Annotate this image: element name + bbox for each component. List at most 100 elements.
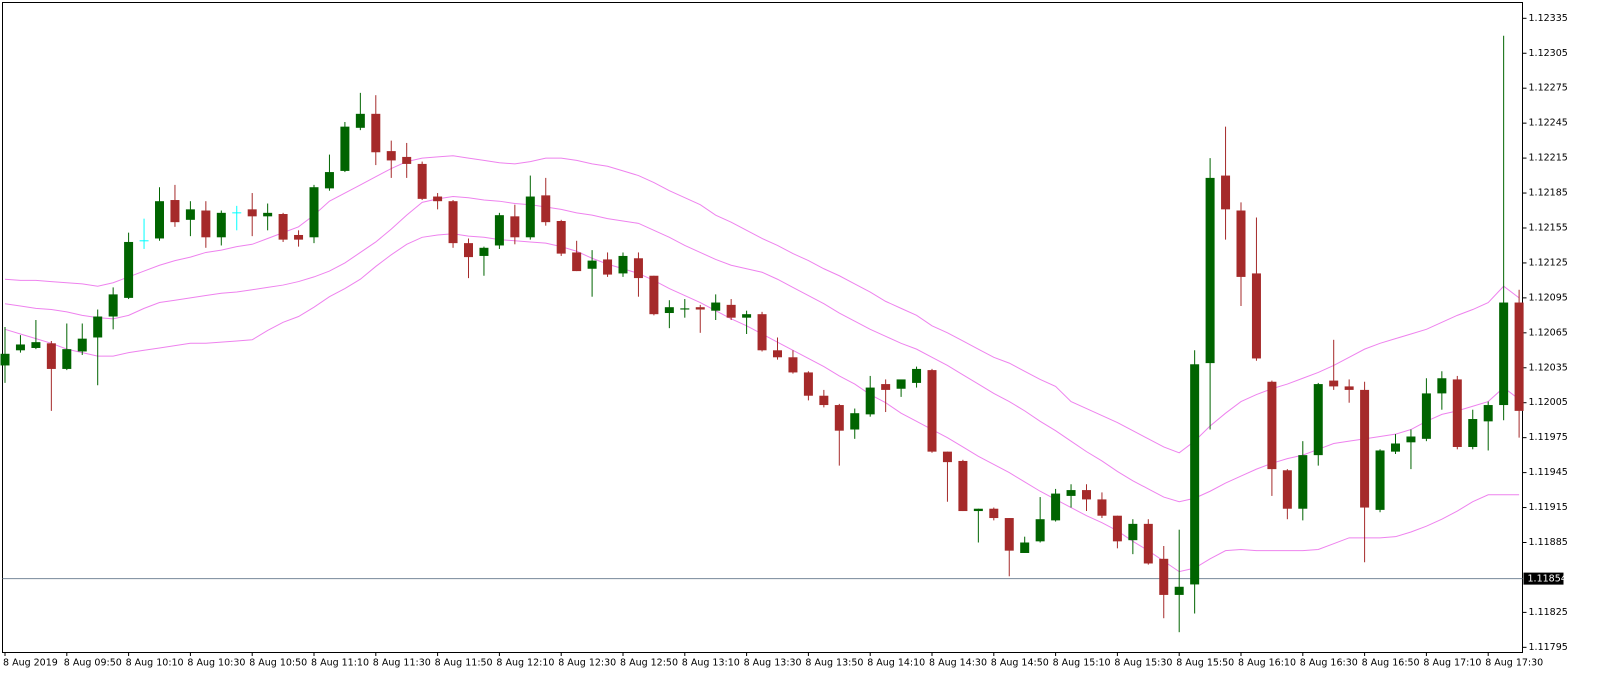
- candle-body: [1051, 493, 1061, 521]
- candle-body: [525, 196, 535, 238]
- candle-body: [1236, 210, 1246, 277]
- x-tick-label: 8 Aug 10:50: [249, 658, 307, 669]
- candle-body: [355, 113, 365, 128]
- candle-body: [942, 451, 952, 463]
- candle-body: [1221, 175, 1231, 210]
- candle-body: [155, 201, 164, 239]
- x-tick-label: 8 Aug 10:10: [126, 658, 184, 669]
- candle-body: [973, 508, 983, 512]
- candle-body: [618, 255, 628, 274]
- candle-body: [46, 343, 56, 369]
- candle-body: [989, 508, 999, 519]
- candle-body: [1128, 523, 1138, 541]
- candle-body: [1468, 419, 1478, 447]
- x-tick-label: 8 Aug 2019: [3, 658, 58, 669]
- candle-body: [541, 195, 551, 223]
- price-label-box: [1523, 572, 1564, 585]
- candle-body: [216, 212, 226, 238]
- candle-body: [448, 201, 458, 244]
- candle-body: [958, 460, 968, 512]
- x-tick-label: 8 Aug 14:30: [929, 658, 987, 669]
- x-tick-label: 8 Aug 12:10: [496, 658, 554, 669]
- candle-body: [556, 220, 566, 254]
- band-line: [4, 155, 1520, 454]
- candle-body: [93, 316, 103, 338]
- x-tick-label: 8 Aug 14:10: [867, 658, 925, 669]
- candle-body: [309, 187, 319, 238]
- candle-body: [185, 209, 195, 220]
- candle-body: [1329, 380, 1339, 387]
- y-tick-label: 1.12065: [1529, 327, 1568, 338]
- y-tick-label: 1.12245: [1529, 118, 1568, 129]
- y-tick-label: 1.12005: [1529, 397, 1568, 408]
- x-tick-label: 8 Aug 12:30: [558, 658, 616, 669]
- candle-body: [108, 294, 118, 317]
- candle-body: [124, 241, 134, 298]
- candle-body: [896, 379, 906, 389]
- y-tick-label: 1.11945: [1529, 467, 1568, 478]
- x-tick-label: 8 Aug 13:50: [805, 658, 863, 669]
- candle-body: [1452, 379, 1462, 447]
- candle-body: [1437, 378, 1447, 394]
- y-tick-label: 1.11795: [1529, 642, 1568, 653]
- candle-body: [819, 395, 829, 406]
- candle-body: [695, 307, 705, 310]
- candle-body: [1298, 455, 1308, 509]
- candle-body: [1375, 450, 1385, 510]
- candle-body: [417, 163, 427, 199]
- candle-body: [464, 243, 473, 258]
- candle-body: [865, 387, 875, 415]
- candle-body: [1159, 558, 1169, 595]
- candle-body: [62, 349, 72, 369]
- candle-body: [850, 413, 860, 430]
- candle-body: [927, 370, 937, 452]
- y-tick-label: 1.12155: [1529, 222, 1568, 233]
- x-tick-label: 8 Aug 11:30: [373, 658, 431, 669]
- x-tick-label: 8 Aug 17:10: [1423, 658, 1481, 669]
- candle-body: [912, 368, 922, 383]
- x-tick-label: 8 Aug 14:50: [991, 658, 1049, 669]
- candle-body: [649, 275, 659, 315]
- candle-body: [603, 259, 613, 275]
- x-tick-label: 8 Aug 10:30: [187, 658, 245, 669]
- x-tick-label: 8 Aug 12:50: [620, 658, 678, 669]
- candle-body: [757, 314, 767, 351]
- candle-body: [633, 258, 643, 279]
- y-tick-label: 1.12035: [1529, 362, 1568, 373]
- candle-body: [1097, 499, 1107, 516]
- candle-body: [742, 314, 752, 318]
- candle-body: [170, 200, 180, 223]
- candle-body: [1251, 273, 1261, 359]
- candle-body: [201, 210, 211, 238]
- y-tick-label: 1.12125: [1529, 257, 1568, 268]
- candle-body: [1406, 436, 1416, 443]
- x-tick-label: 8 Aug 16:50: [1362, 658, 1420, 669]
- y-tick-label: 1.12335: [1529, 13, 1568, 24]
- candle-body: [1313, 384, 1323, 456]
- candle-body: [1066, 490, 1076, 496]
- candle-body: [834, 405, 844, 431]
- candle-body: [340, 126, 350, 171]
- band-line: [4, 196, 1520, 503]
- candle-body: [1112, 515, 1122, 542]
- candle-body: [433, 196, 443, 202]
- candle-body: [15, 344, 25, 351]
- price-label: 1.11854: [1528, 574, 1567, 585]
- candle-body: [711, 302, 721, 311]
- candle-body: [726, 304, 736, 318]
- x-tick-label: 8 Aug 09:50: [64, 658, 122, 669]
- x-tick-label: 8 Aug 16:10: [1238, 658, 1296, 669]
- candle-body: [31, 342, 41, 348]
- candle-body: [1004, 518, 1014, 551]
- candle-body: [1143, 523, 1153, 564]
- candle-body: [1267, 381, 1277, 470]
- y-tick-label: 1.11915: [1529, 502, 1568, 513]
- candle-body: [1360, 389, 1370, 508]
- candle-body: [1344, 386, 1354, 390]
- x-tick-label: 8 Aug 15:10: [1053, 658, 1111, 669]
- candle-body: [788, 357, 798, 373]
- y-tick-label: 1.12095: [1529, 292, 1568, 303]
- candle-body: [587, 260, 597, 269]
